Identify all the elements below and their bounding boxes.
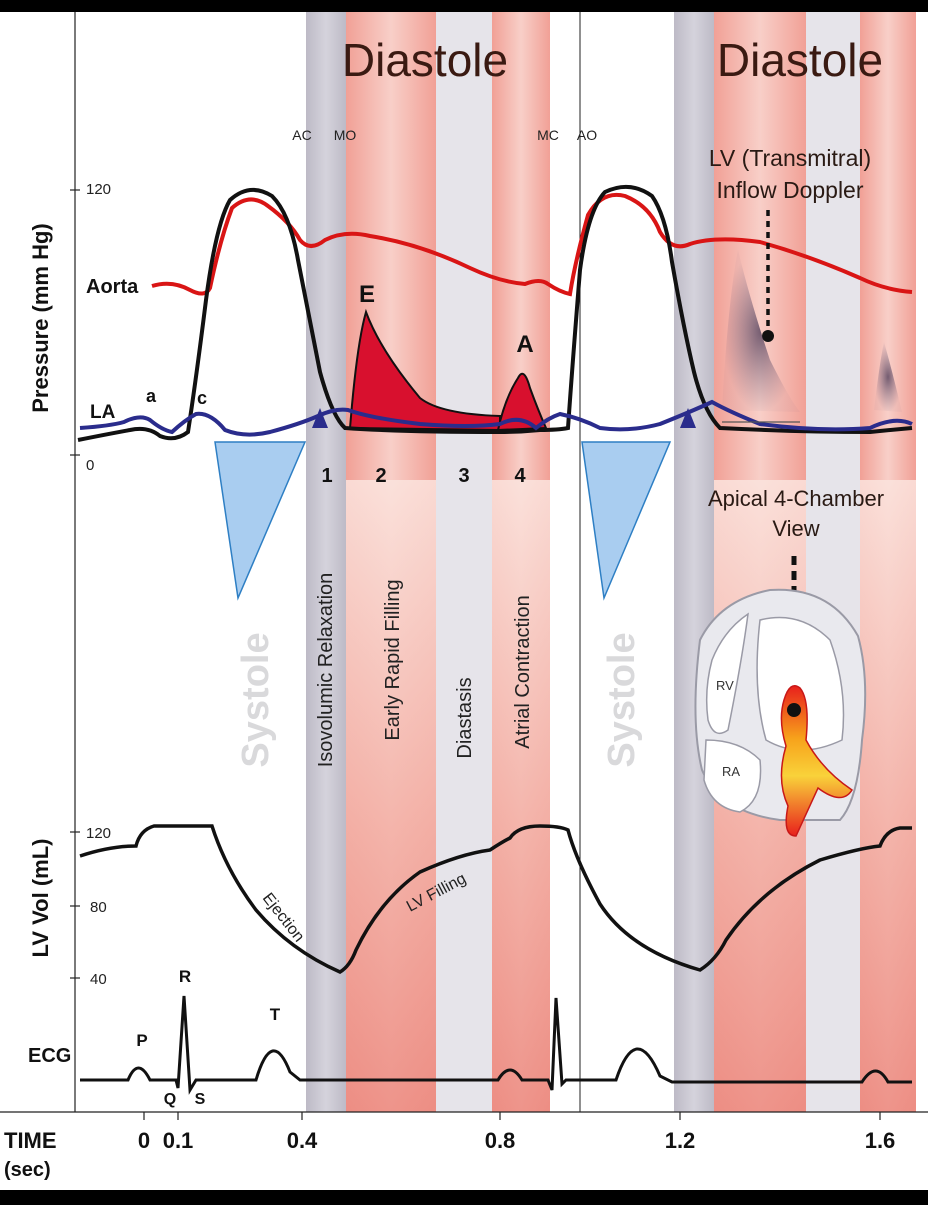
time-tick-label: 1.6: [865, 1128, 896, 1153]
lv-chamber: [756, 616, 845, 751]
ecg-r-label: R: [179, 967, 191, 986]
band-isovolumic-relaxation: [306, 12, 346, 1112]
ecg-axis-label: ECG: [28, 1045, 71, 1067]
lv-volume-curve: [79, 824, 912, 974]
aorta-curve: [151, 192, 913, 297]
heart-schematic: RV RA: [694, 588, 867, 837]
vol-120-label: 120: [86, 825, 111, 842]
doppler-title-line2: Inflow Doppler: [716, 177, 863, 203]
valve-ao: AO: [577, 127, 597, 143]
doppler-a-signal: [874, 342, 902, 412]
mitral-inflow-jet: [780, 685, 854, 837]
phase-number-2: 2: [375, 465, 386, 487]
c-wave-label: c: [197, 388, 207, 408]
time-tick-label: 0: [138, 1128, 150, 1153]
vol-40-label: 40: [90, 971, 107, 988]
phase-diastasis-label: Diastasis: [454, 677, 476, 758]
time-ticks-group: 0 0.1 0.4 0.8 1.2 1.6: [138, 1112, 895, 1153]
band2-isovolumic: [674, 12, 714, 1112]
bottom-border: [0, 1190, 928, 1200]
ecg-q-label: Q: [164, 1091, 176, 1108]
apical-title-line2: View: [772, 516, 819, 541]
la-label: LA: [90, 402, 116, 423]
ecg-s-label: S: [195, 1091, 206, 1108]
header-diastole-2: Diastole: [717, 34, 883, 86]
time-unit-label: (sec): [4, 1159, 51, 1181]
time-tick-label: 1.2: [665, 1128, 696, 1153]
band-early-rapid-filling-lower: [346, 480, 436, 1112]
phase-number-3: 3: [458, 465, 469, 487]
a-wave-label: a: [146, 386, 157, 406]
time-tick-label: 0.4: [287, 1128, 318, 1153]
phase-atrial-label: Atrial Contraction: [512, 595, 534, 748]
ivr-marker-1: [312, 408, 328, 428]
valve-mc: MC: [537, 127, 559, 143]
e-peak-label: E: [359, 281, 375, 308]
sample-volume-dot: [787, 703, 801, 717]
ra-chamber: [703, 739, 762, 813]
rv-chamber: [705, 612, 749, 735]
band-atrial-contraction-lower: [492, 480, 550, 1112]
phase-number-1: 1: [321, 465, 332, 487]
pressure-0-label: 0: [86, 457, 94, 474]
ivr-marker-2: [680, 408, 696, 428]
phase-early-filling-label: Early Rapid Filling: [382, 579, 404, 740]
doppler-title-line1: LV (Transmitral): [709, 145, 871, 171]
aorta-label: Aorta: [86, 276, 139, 298]
header-diastole-1: Diastole: [342, 34, 508, 86]
band2-atrial-lower: [860, 480, 916, 1112]
systole-label-1: Systole: [235, 632, 277, 767]
pressure-120-label: 120: [86, 181, 111, 198]
a-wave-fill: [496, 372, 548, 432]
top-border: [0, 0, 928, 12]
systole-triangle-2: [581, 441, 672, 601]
valve-ac: AC: [292, 127, 311, 143]
volume-axis-label: LV Vol (mL): [28, 839, 53, 958]
ra-label: RA: [722, 764, 740, 779]
band2-diastasis: [806, 12, 860, 1112]
ecg-trace: [80, 995, 912, 1095]
rv-label: RV: [716, 678, 734, 693]
apical-title-line1: Apical 4-Chamber: [708, 486, 884, 511]
time-tick-label: 0.1: [163, 1128, 194, 1153]
vol-80-label: 80: [90, 899, 107, 916]
e-wave-fill: [348, 308, 501, 432]
ecg-t-label: T: [270, 1005, 281, 1024]
doppler-pointer-dot: [762, 330, 774, 342]
systole-label-2: Systole: [601, 632, 643, 767]
ecg-p-label: P: [136, 1031, 147, 1050]
band-diastasis: [436, 12, 492, 1112]
systole-triangle-1: [214, 441, 307, 601]
phase-isovolumic-label: Isovolumic Relaxation: [315, 573, 337, 768]
a-peak-label: A: [516, 331, 533, 358]
time-tick-label: 0.8: [485, 1128, 516, 1153]
valve-mo: MO: [334, 127, 357, 143]
time-axis-label: TIME: [4, 1128, 57, 1153]
lv-pressure-curve: [77, 184, 913, 442]
doppler-e-signal: [722, 250, 800, 412]
phase-number-4: 4: [514, 465, 526, 487]
pressure-axis-label: Pressure (mm Hg): [28, 223, 53, 413]
la-pressure-curve: [79, 399, 913, 437]
